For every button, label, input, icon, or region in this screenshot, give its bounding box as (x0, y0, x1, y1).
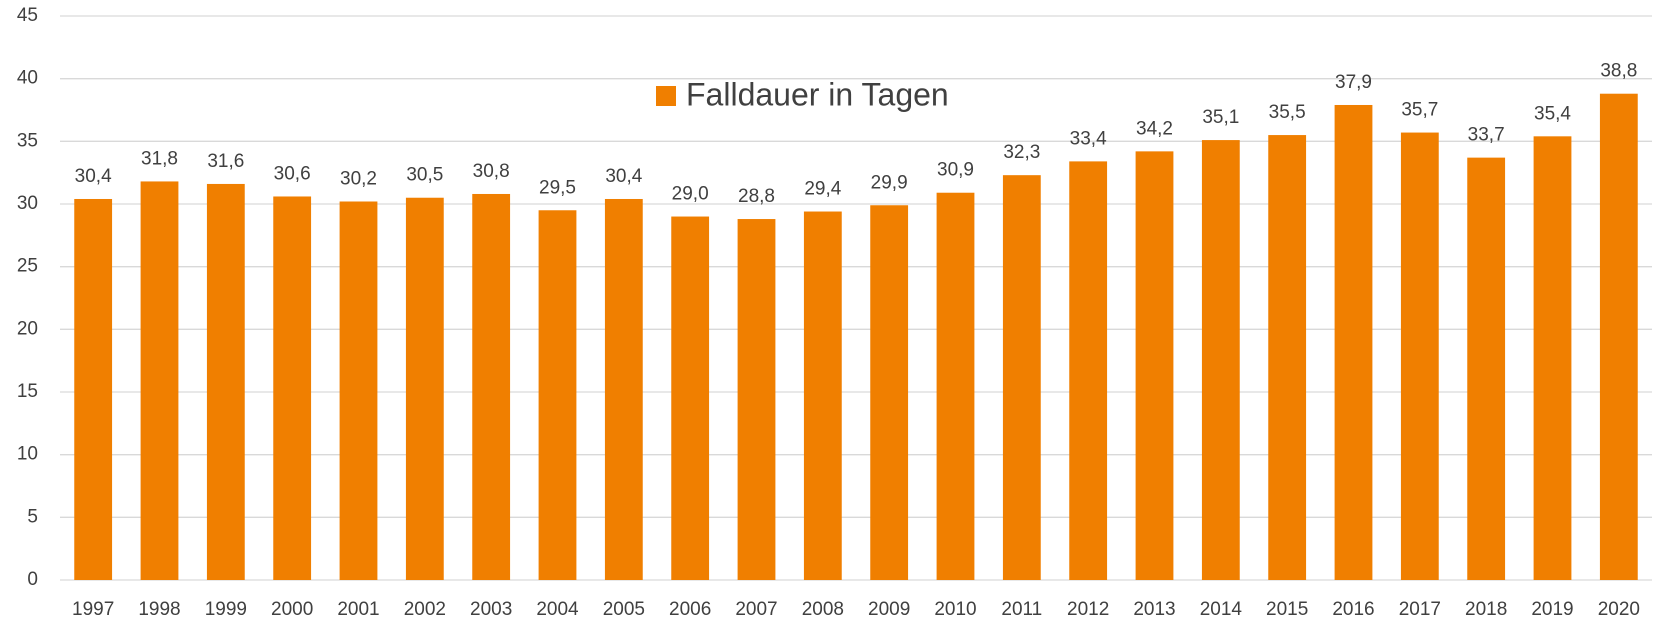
data-label: 30,4 (605, 166, 642, 187)
x-tick-label: 2017 (1399, 599, 1441, 620)
x-tick-label: 2018 (1465, 599, 1507, 620)
bar (1599, 93, 1638, 580)
bar (1334, 104, 1373, 580)
x-tick-label: 2006 (669, 599, 711, 620)
x-tick-label: 2012 (1067, 599, 1109, 620)
legend-swatch (656, 86, 676, 106)
bar (870, 205, 909, 580)
bar (538, 210, 577, 580)
bar (74, 198, 113, 580)
x-tick-label: 2000 (271, 599, 313, 620)
x-tick-label: 1997 (72, 599, 114, 620)
bar (604, 198, 643, 580)
x-tick-label: 2010 (934, 599, 976, 620)
y-tick-label: 20 (17, 318, 38, 339)
data-label: 28,8 (738, 186, 775, 207)
bar (339, 201, 378, 580)
data-label: 32,3 (1003, 142, 1040, 163)
bar (1400, 132, 1439, 580)
data-label: 29,4 (804, 179, 841, 200)
x-tick-label: 2001 (337, 599, 379, 620)
data-label: 34,2 (1136, 118, 1173, 139)
bar (737, 219, 776, 581)
y-tick-label: 35 (17, 130, 38, 151)
bar (671, 216, 710, 581)
bar (1268, 135, 1307, 581)
x-tick-label: 2013 (1133, 599, 1175, 620)
data-label: 30,9 (937, 160, 974, 181)
x-tick-label: 2016 (1332, 599, 1374, 620)
x-tick-label: 2020 (1598, 599, 1640, 620)
legend-label: Falldauer in Tagen (686, 76, 949, 112)
bar (803, 211, 842, 580)
bar (405, 197, 444, 580)
bar (1135, 151, 1174, 581)
x-tick-label: 2014 (1200, 599, 1243, 620)
data-label: 35,7 (1401, 100, 1438, 121)
data-label: 30,5 (406, 165, 443, 186)
data-label: 37,9 (1335, 72, 1372, 93)
bar (273, 196, 312, 581)
data-label: 31,6 (207, 151, 244, 172)
data-label: 38,8 (1600, 61, 1637, 82)
y-tick-label: 15 (17, 381, 38, 402)
data-label: 30,6 (274, 163, 311, 184)
data-label: 29,9 (871, 172, 908, 193)
bar (140, 181, 179, 580)
data-label: 33,7 (1468, 125, 1505, 146)
data-label: 33,4 (1070, 128, 1107, 149)
data-label: 30,4 (75, 166, 112, 187)
y-tick-label: 25 (17, 256, 38, 277)
data-label: 29,5 (539, 177, 576, 198)
x-tick-label: 2003 (470, 599, 512, 620)
y-tick-label: 45 (17, 5, 38, 26)
bar (936, 192, 975, 580)
x-tick-label: 1999 (205, 599, 247, 620)
data-label: 29,0 (672, 184, 709, 205)
bar (1467, 157, 1506, 581)
y-tick-label: 0 (27, 569, 38, 590)
y-tick-label: 10 (17, 444, 38, 465)
data-label: 35,4 (1534, 103, 1571, 124)
data-label: 35,5 (1269, 102, 1306, 123)
data-label: 31,8 (141, 148, 178, 169)
bar (472, 193, 511, 580)
bar (1069, 161, 1108, 581)
y-tick-label: 40 (17, 68, 38, 89)
x-tick-label: 2015 (1266, 599, 1308, 620)
x-tick-label: 1998 (138, 599, 180, 620)
data-label: 30,8 (473, 161, 510, 182)
x-tick-label: 2009 (868, 599, 910, 620)
bar (1002, 175, 1041, 580)
bar (206, 183, 245, 581)
x-tick-label: 2002 (404, 599, 446, 620)
y-tick-label: 5 (27, 506, 38, 527)
data-label: 30,2 (340, 169, 377, 190)
data-label: 35,1 (1202, 107, 1239, 128)
x-tick-label: 2007 (735, 599, 777, 620)
x-tick-label: 2011 (1001, 599, 1042, 620)
x-tick-label: 2019 (1531, 599, 1573, 620)
x-tick-label: 2004 (536, 599, 579, 620)
y-tick-label: 30 (17, 193, 38, 214)
x-tick-label: 2008 (802, 599, 844, 620)
bar (1201, 140, 1240, 580)
bar (1533, 136, 1572, 580)
x-tick-label: 2005 (603, 599, 645, 620)
